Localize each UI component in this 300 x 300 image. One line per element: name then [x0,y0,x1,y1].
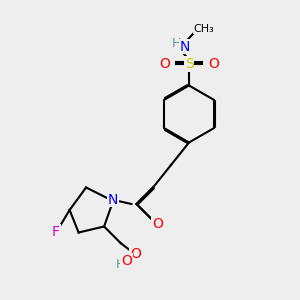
Text: H: H [172,37,181,50]
Text: O: O [130,247,141,261]
Text: O: O [152,217,163,231]
Text: O: O [159,57,170,71]
Text: CH₃: CH₃ [194,24,214,34]
Text: N: N [180,40,190,54]
Text: N: N [108,193,118,206]
Text: O: O [208,57,219,71]
Text: O: O [121,254,132,268]
Text: F: F [52,225,60,238]
Text: H: H [116,258,125,272]
Text: S: S [184,57,194,71]
